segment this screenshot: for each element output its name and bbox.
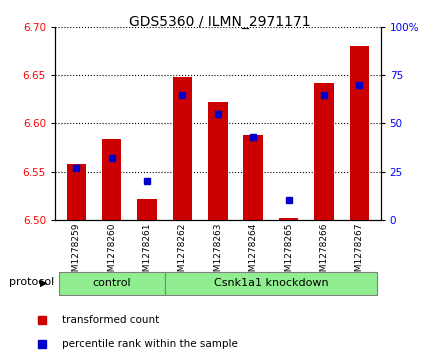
Bar xyxy=(279,218,298,220)
Text: GSM1278266: GSM1278266 xyxy=(319,223,329,283)
Bar xyxy=(66,164,86,220)
Text: protocol: protocol xyxy=(9,277,54,287)
Bar xyxy=(102,139,121,220)
Bar xyxy=(165,272,377,295)
Text: GSM1278267: GSM1278267 xyxy=(355,223,364,283)
Text: GSM1278260: GSM1278260 xyxy=(107,223,116,283)
Text: GSM1278263: GSM1278263 xyxy=(213,223,222,283)
Text: GSM1278261: GSM1278261 xyxy=(143,223,151,283)
Bar xyxy=(243,135,263,220)
Bar xyxy=(137,199,157,220)
Bar xyxy=(172,77,192,220)
Text: ▶: ▶ xyxy=(40,278,47,288)
Text: transformed count: transformed count xyxy=(62,315,159,325)
Text: control: control xyxy=(92,278,131,288)
Text: GSM1278262: GSM1278262 xyxy=(178,223,187,283)
Bar xyxy=(314,83,334,220)
Bar xyxy=(208,102,227,220)
Text: GSM1278259: GSM1278259 xyxy=(72,223,81,283)
Text: Csnk1a1 knockdown: Csnk1a1 knockdown xyxy=(213,278,328,288)
Bar xyxy=(59,272,165,295)
Text: percentile rank within the sample: percentile rank within the sample xyxy=(62,339,238,350)
Bar xyxy=(350,46,369,220)
Text: GDS5360 / ILMN_2971171: GDS5360 / ILMN_2971171 xyxy=(129,15,311,29)
Text: GSM1278264: GSM1278264 xyxy=(249,223,258,283)
Text: GSM1278265: GSM1278265 xyxy=(284,223,293,283)
